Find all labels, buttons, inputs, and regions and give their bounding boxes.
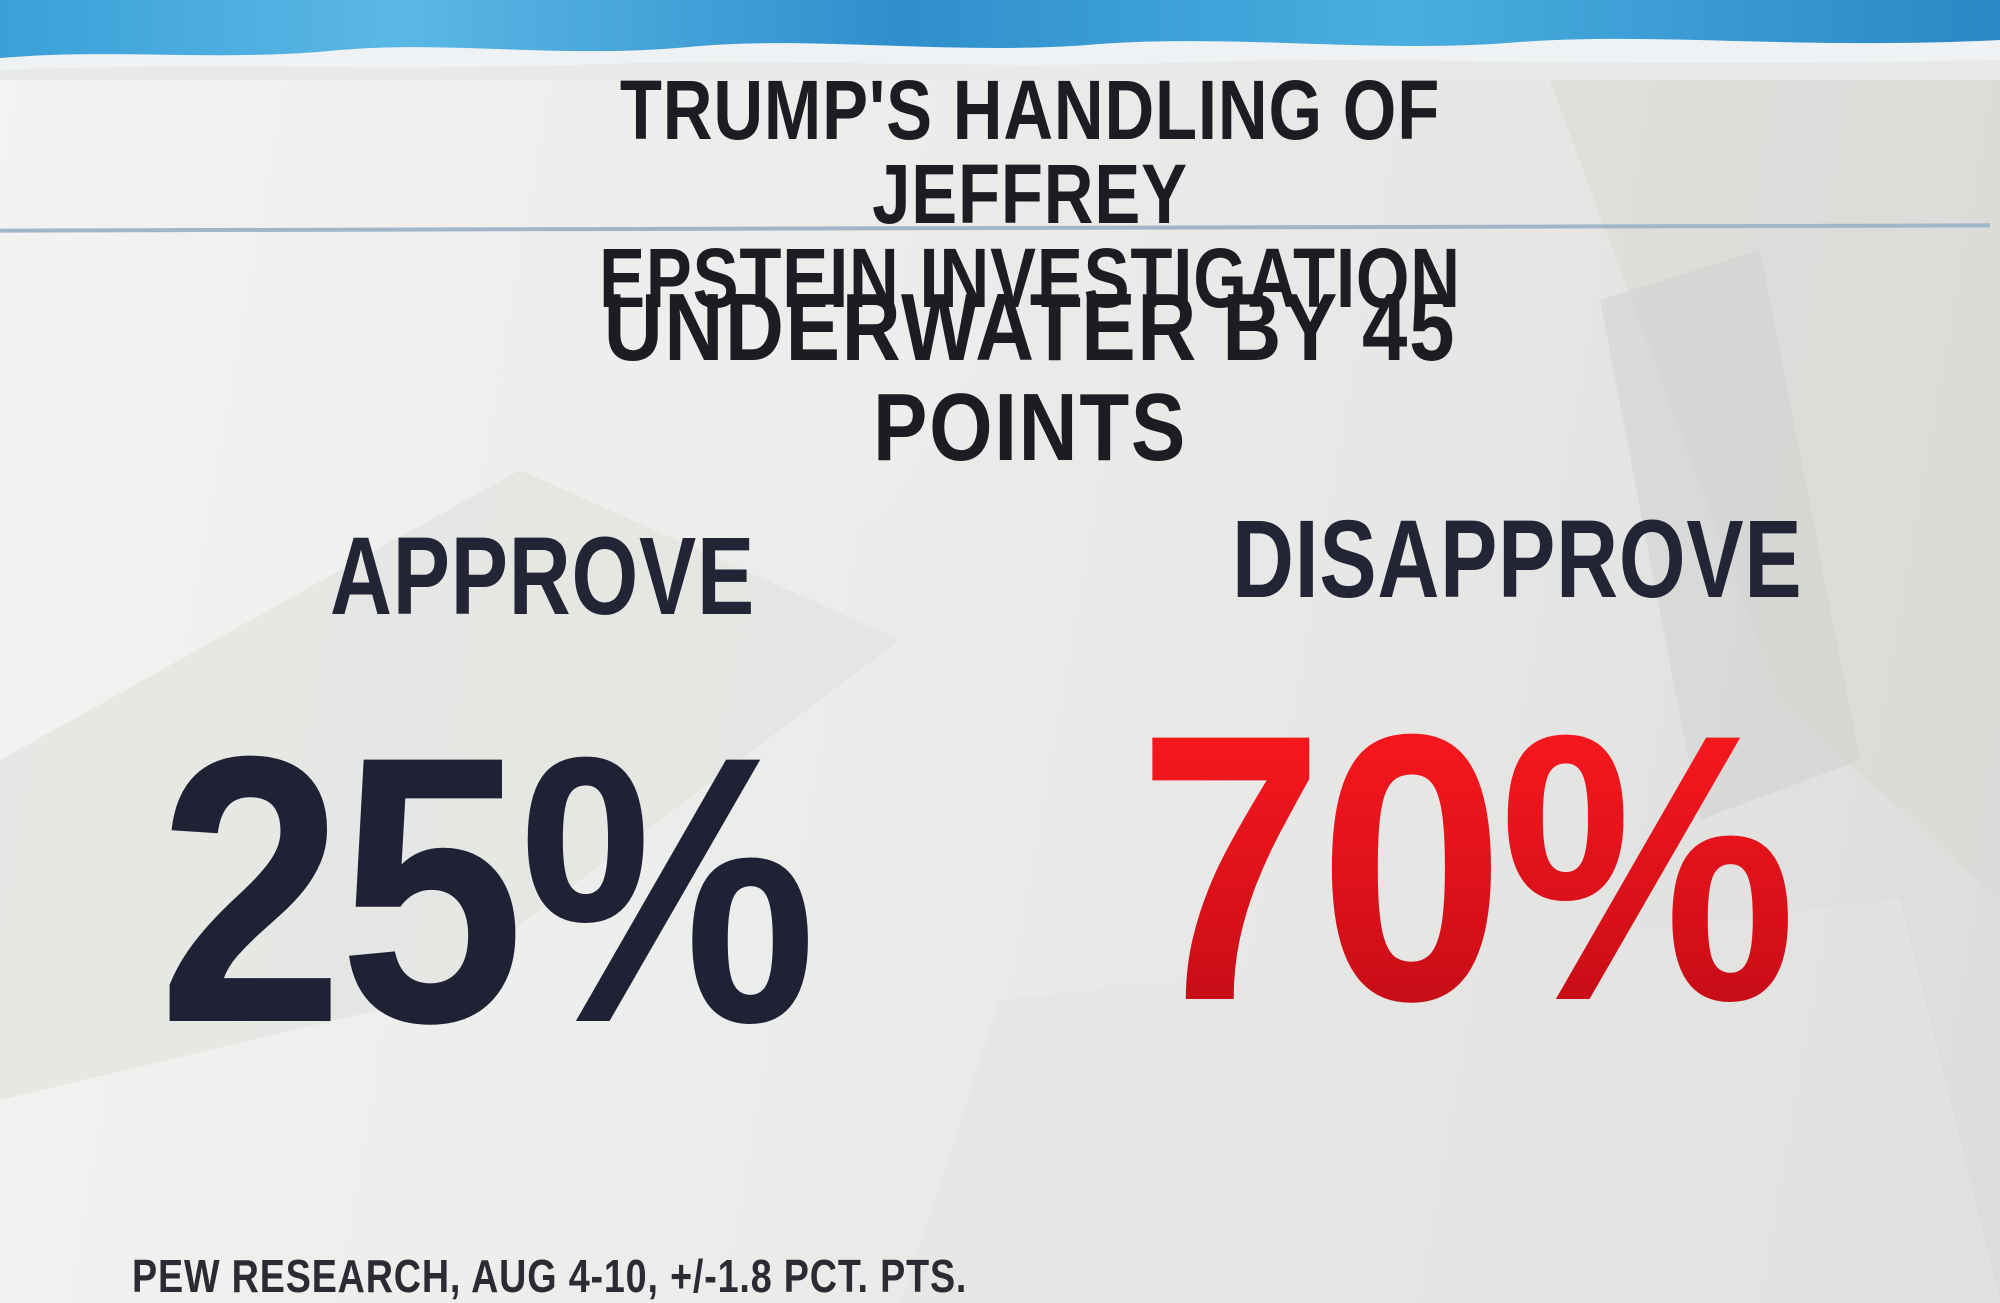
source-citation: PEW RESEARCH, AUG 4-10, +/-1.8 PCT. PTS.: [132, 1250, 968, 1302]
approve-label: APPROVE: [330, 515, 756, 638]
subheadline: UNDERWATER BY 45 POINTS: [603, 274, 1457, 481]
headline: TRUMP'S HANDLING OF JEFFREY EPSTEIN INVE…: [497, 68, 1563, 320]
headline-line-1: TRUMP'S HANDLING OF JEFFREY: [619, 63, 1441, 241]
headline-line-2: EPSTEIN INVESTIGATION: [599, 231, 1461, 325]
top-banner: [0, 0, 2000, 80]
approve-value: 25%: [158, 677, 817, 1102]
disapprove-label: DISAPPROVE: [1232, 498, 1803, 621]
disapprove-value: 70%: [1138, 655, 1797, 1080]
banner-wave: [0, 38, 2000, 80]
